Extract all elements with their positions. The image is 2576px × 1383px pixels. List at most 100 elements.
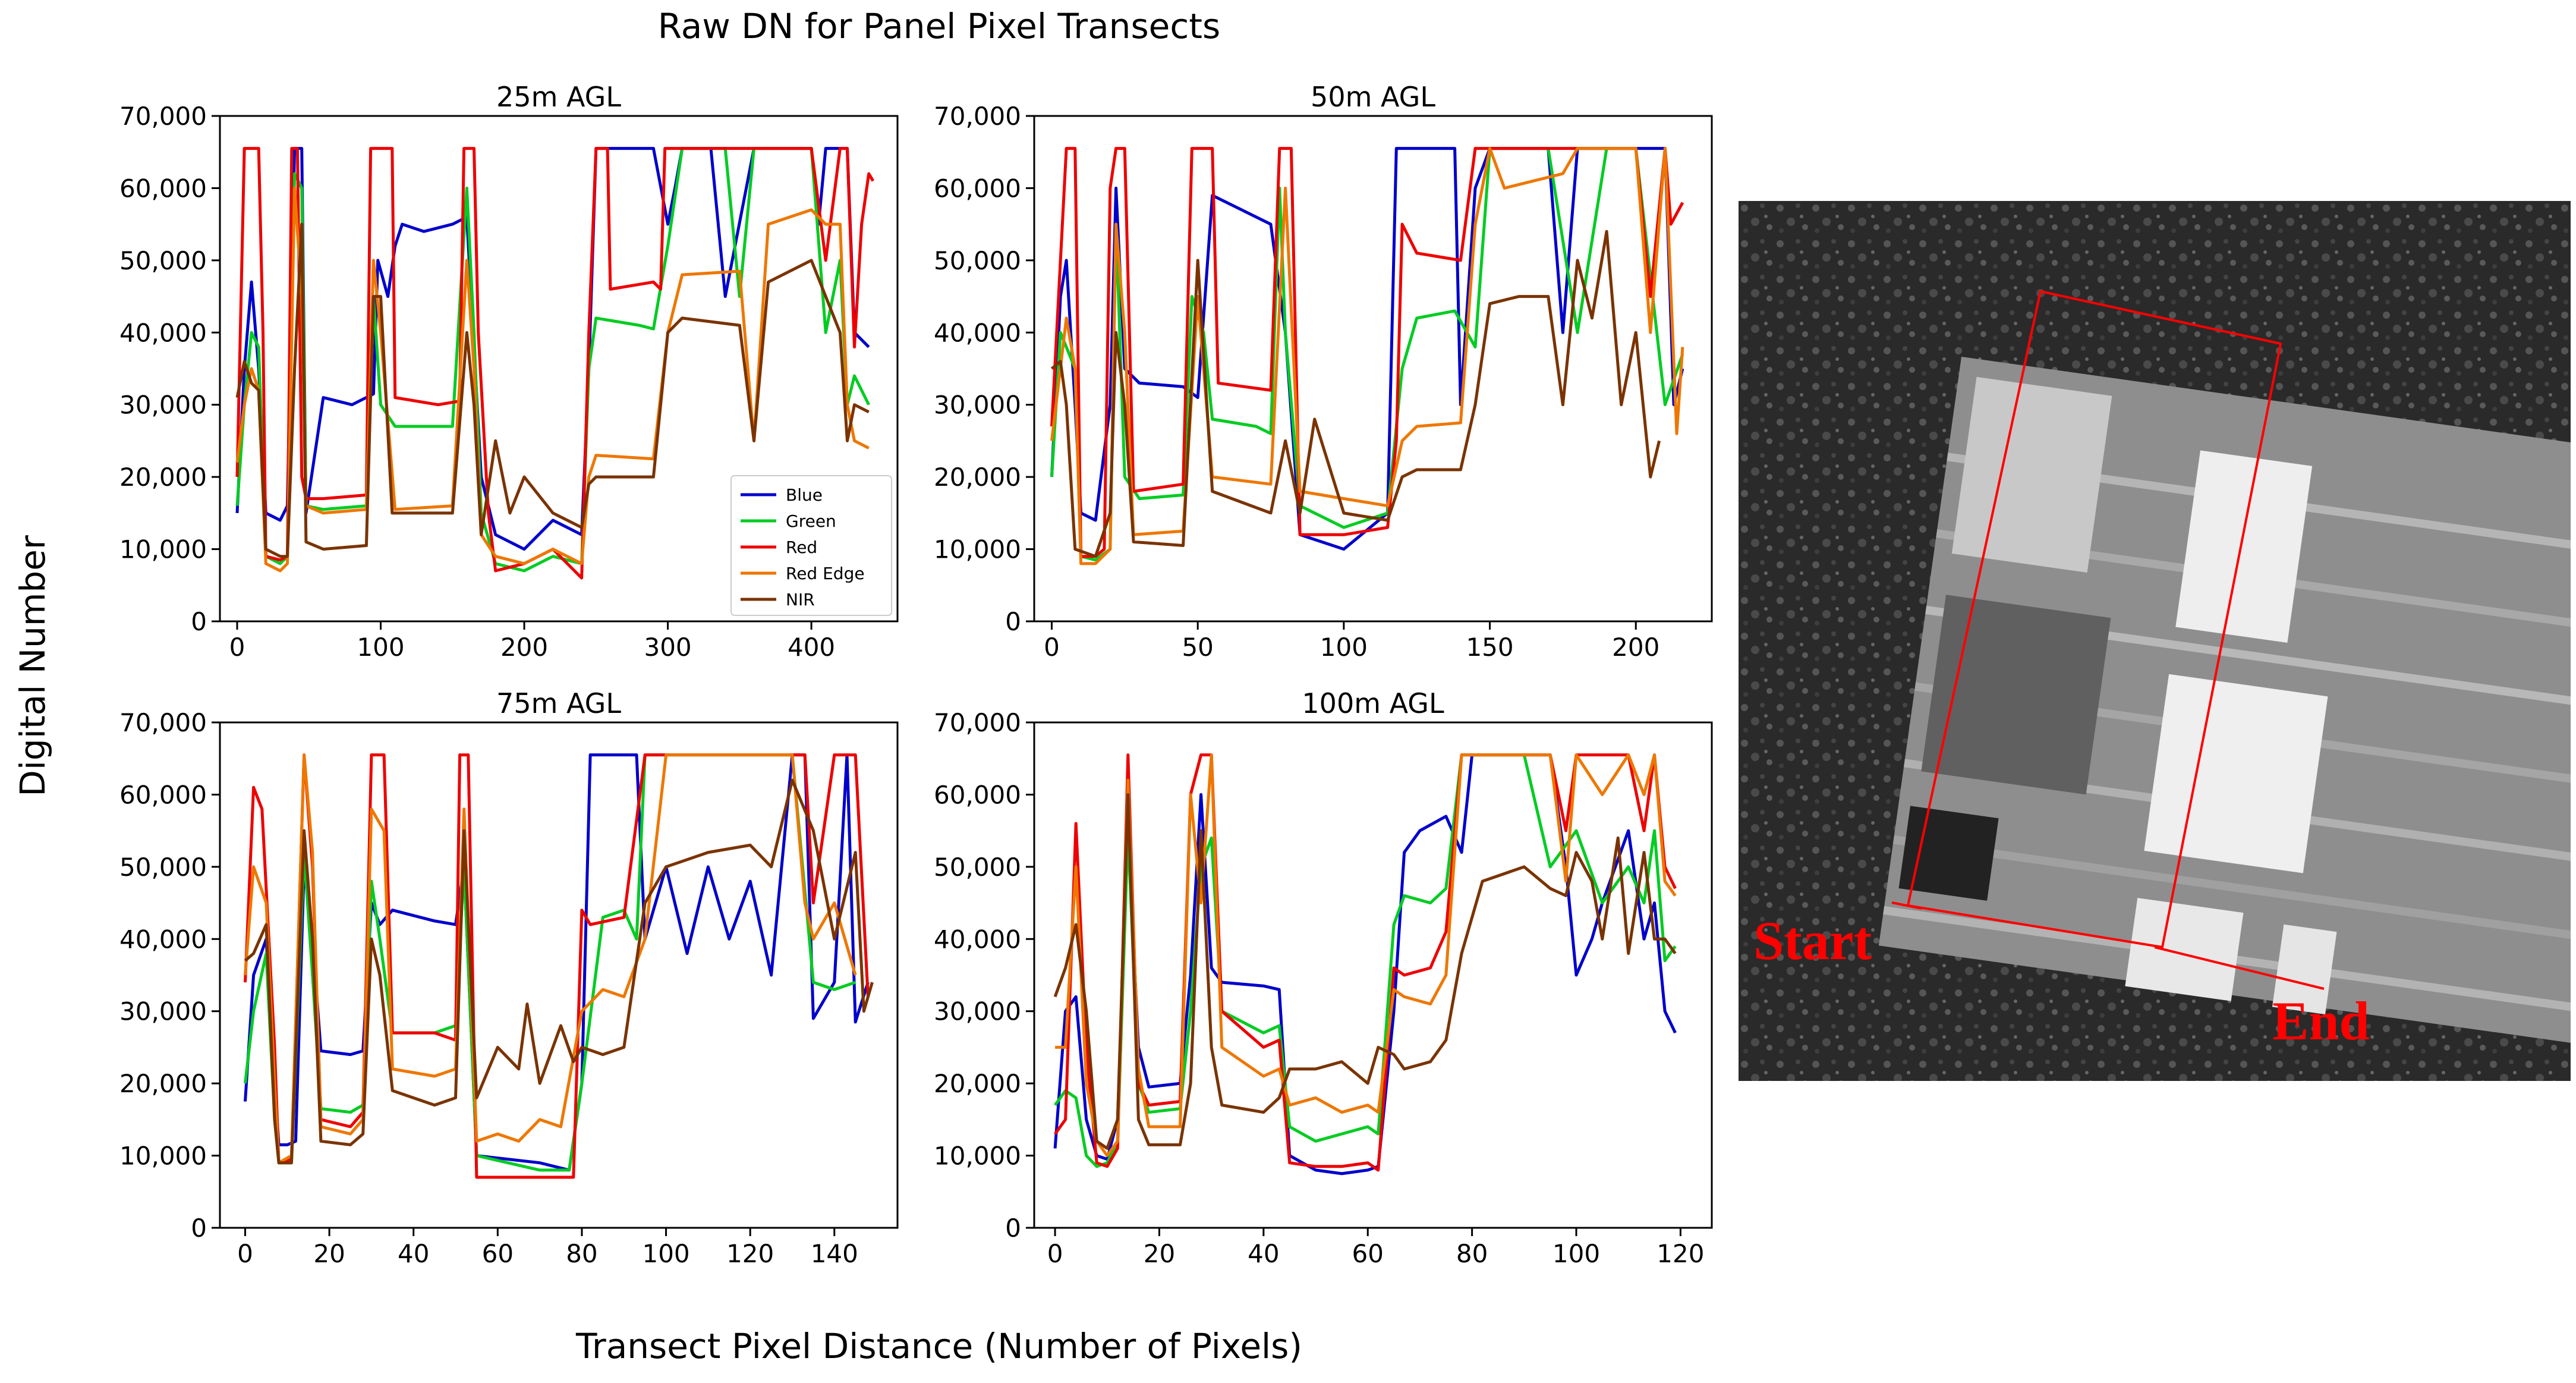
x-tick-label: 50 (1182, 633, 1213, 662)
legend-box (730, 475, 892, 616)
series-line-blue (1050, 147, 1684, 551)
x-tick-label: 80 (566, 1239, 597, 1268)
start-label: Start (1753, 910, 1872, 971)
x-tick-label: 60 (482, 1239, 514, 1268)
y-tick-label: 40,000 (119, 318, 207, 347)
series-line-blue (244, 753, 870, 1172)
series-line-red (235, 147, 875, 580)
x-tick-label: 60 (1352, 1239, 1384, 1268)
plot-frame (1033, 115, 1713, 623)
x-tick-label: 120 (1657, 1239, 1704, 1268)
x-tick-label: 200 (500, 633, 548, 662)
x-tick-label: 0 (1047, 1239, 1063, 1268)
series-line-red (244, 753, 870, 1179)
legend-label-blue: Blue (786, 485, 823, 505)
y-tick-label: 30,000 (934, 391, 1021, 420)
x-tick-label: 20 (1144, 1239, 1175, 1268)
y-tick-label: 10,000 (119, 535, 207, 564)
y-tick-label: 60,000 (934, 780, 1021, 809)
y-tick-label: 70,000 (119, 708, 207, 737)
y-tick-label: 20,000 (119, 1069, 207, 1098)
y-tick-label: 0 (1005, 607, 1021, 636)
subplot-title: 50m AGL (1311, 81, 1435, 113)
y-tick-label: 10,000 (119, 1142, 207, 1171)
y-tick-label: 20,000 (934, 1069, 1021, 1098)
y-tick-label: 40,000 (934, 925, 1021, 954)
panel-aerial-image: Start End (1739, 201, 2571, 1081)
legend-label-red-edge: Red Edge (786, 564, 865, 583)
subplot-title: 75m AGL (496, 687, 621, 719)
series-line-red (1050, 147, 1684, 558)
y-tick-label: 20,000 (934, 463, 1021, 492)
x-tick-label: 40 (398, 1239, 429, 1268)
x-axis-label: Transect Pixel Distance (Number of Pixel… (575, 1326, 1303, 1366)
white-panel-top (2175, 450, 2313, 643)
light-gray-panel (1951, 376, 2112, 573)
transect-start-line (1891, 901, 1922, 910)
y-tick-label: 50,000 (934, 853, 1021, 882)
dark-gray-panel (1921, 595, 2111, 795)
x-tick-label: 40 (1248, 1239, 1279, 1268)
series-line-green (1050, 147, 1684, 562)
x-tick-label: 100 (357, 633, 404, 662)
series-line-red-edge (244, 753, 857, 1165)
series-line-red-edge (1055, 753, 1677, 1158)
series-line-nir (1050, 230, 1661, 558)
y-tick-label: 50,000 (934, 246, 1021, 275)
series-line-nir (244, 778, 874, 1165)
y-tick-label: 10,000 (934, 1142, 1021, 1171)
y-tick-label: 50,000 (119, 853, 207, 882)
subplot-title: 25m AGL (496, 81, 621, 113)
y-tick-label: 60,000 (119, 174, 207, 203)
black-panel (1898, 806, 1999, 901)
x-tick-label: 0 (1044, 633, 1060, 662)
x-tick-label: 400 (788, 633, 835, 662)
subplot-1: 25m AGL 0 100 200 300 400 0 10,000 20,000 30,000 4… (119, 81, 899, 662)
y-tick-label: 40,000 (934, 318, 1021, 347)
series-line-red-edge (1050, 147, 1684, 565)
white-panel-middle (2144, 674, 2328, 873)
plot-frame (1033, 721, 1713, 1229)
x-tick-label: 100 (1320, 633, 1368, 662)
y-tick-label: 10,000 (934, 535, 1021, 564)
end-label: End (2272, 991, 2370, 1051)
series-line-red (1054, 753, 1677, 1172)
y-tick-label: 0 (1005, 1214, 1021, 1243)
transect-end-line (2154, 946, 2325, 990)
y-tick-label: 0 (191, 607, 207, 636)
y-tick-label: 70,000 (119, 102, 207, 131)
y-tick-label: 50,000 (119, 246, 207, 275)
y-tick-label: 30,000 (119, 997, 207, 1026)
x-tick-label: 0 (229, 633, 245, 662)
x-tick-label: 300 (644, 633, 691, 662)
x-tick-label: 100 (642, 1239, 689, 1268)
x-tick-label: 150 (1466, 633, 1513, 662)
x-tick-label: 200 (1612, 633, 1659, 662)
x-tick-label: 100 (1552, 1239, 1600, 1268)
y-tick-label: 70,000 (934, 102, 1021, 131)
plot-frame (219, 721, 899, 1229)
y-tick-label: 30,000 (934, 997, 1021, 1026)
x-tick-label: 0 (237, 1239, 253, 1268)
subplot-2: 50m AGL 0 50 100 150 200 0 10,000 20,000 30,000 40… (934, 81, 1713, 662)
subplot-4: 100m AGL 0 20 40 60 80 100 120 0 10,000 20,000 30,0… (934, 687, 1713, 1268)
y-tick-label: 70,000 (934, 708, 1021, 737)
x-tick-label: 140 (811, 1239, 858, 1268)
y-tick-label: 30,000 (119, 391, 207, 420)
legend-label-green: Green (786, 511, 836, 531)
series-line-green (244, 753, 856, 1172)
legend-label-nir: NIR (786, 590, 815, 609)
y-tick-label: 40,000 (119, 925, 207, 954)
series-line-nir (235, 222, 870, 558)
subplot-title: 100m AGL (1302, 687, 1444, 719)
subplot-3: 75m AGL 0 20 40 60 80 100 120 140 0 10,000 20,000 30… (119, 687, 899, 1268)
x-tick-label: 20 (313, 1239, 345, 1268)
white-panel-bottom-left (2125, 898, 2244, 1001)
y-tick-label: 20,000 (119, 463, 207, 492)
y-tick-label: 60,000 (934, 174, 1021, 203)
transect-outline (1906, 290, 2282, 949)
white-panel-bottom-right (2272, 924, 2337, 1014)
y-tick-label: 0 (191, 1214, 207, 1243)
series-line-nir (1053, 793, 1677, 1150)
plot-frame (219, 115, 899, 623)
